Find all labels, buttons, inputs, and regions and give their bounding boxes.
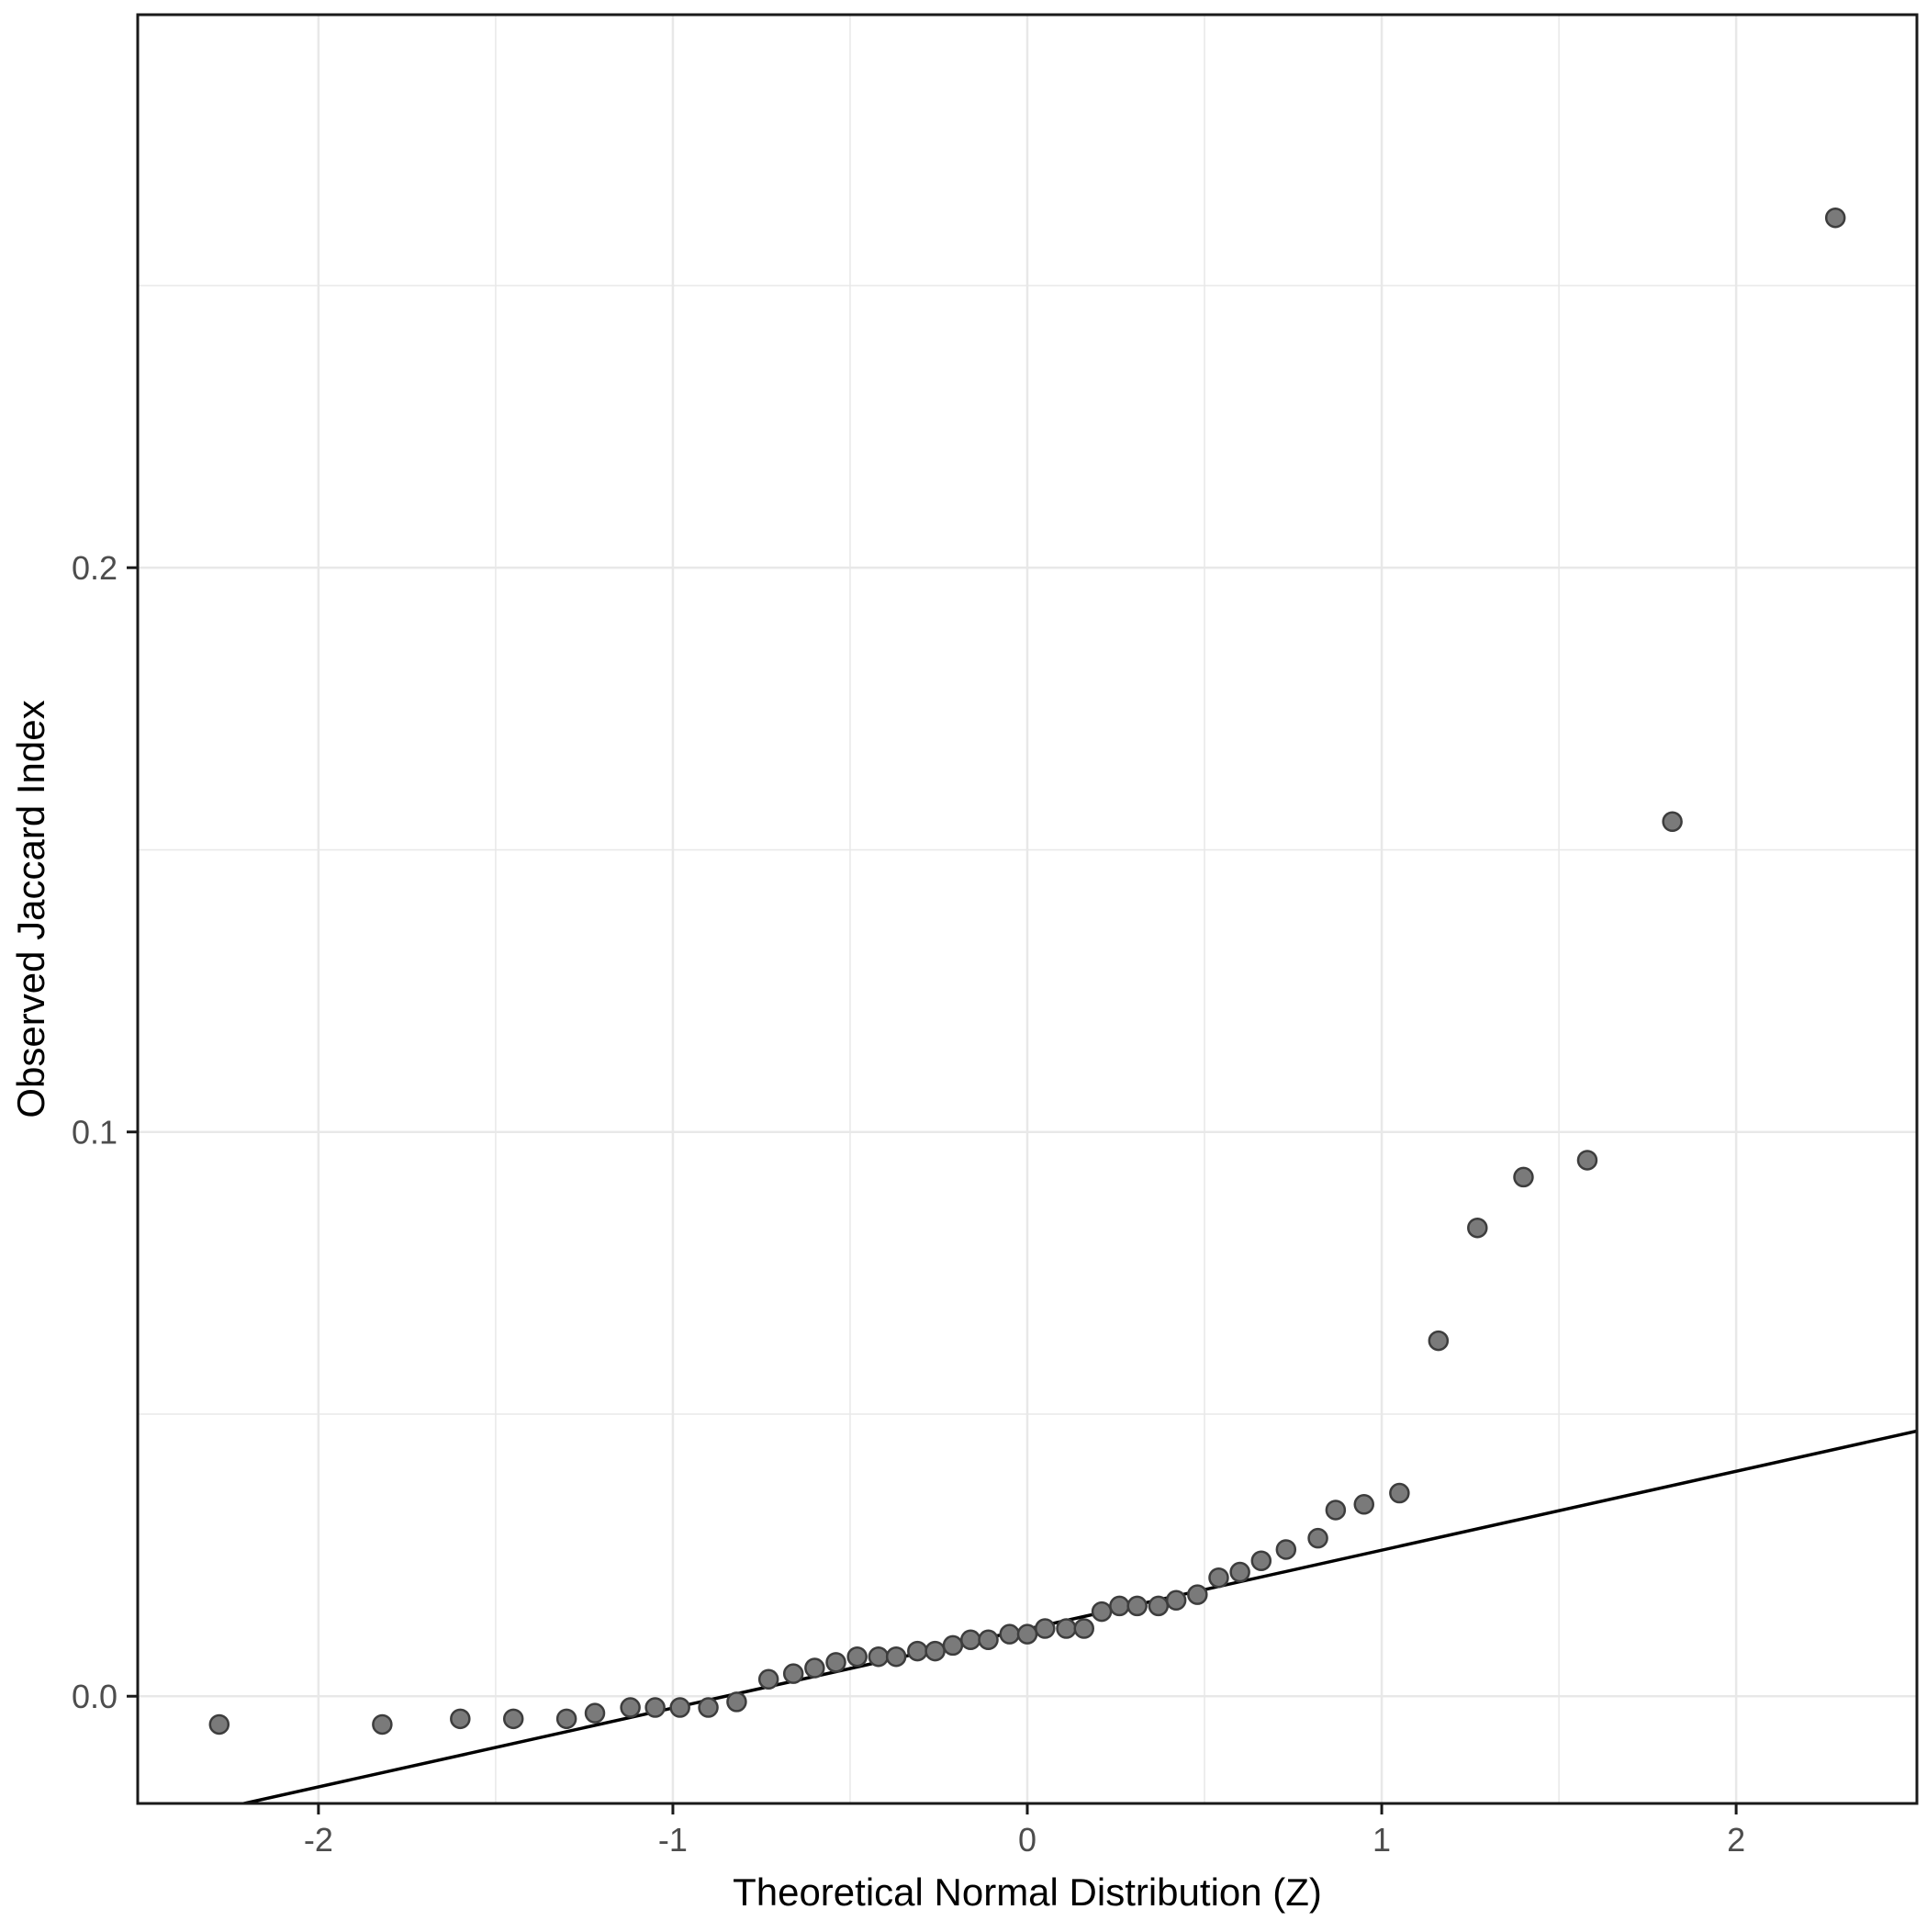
data-point [208,1713,230,1735]
data-point [757,1668,779,1690]
scatter-points [208,207,1846,1735]
data-point [1428,1330,1450,1352]
data-point [804,1657,825,1679]
data-point [1229,1561,1250,1583]
data-point [1389,1482,1410,1504]
data-point [1275,1539,1297,1560]
y-tick-label: 0.0 [72,1678,118,1715]
data-point [555,1708,577,1730]
data-point [669,1697,690,1718]
data-point [644,1697,666,1718]
data-point [1307,1527,1328,1549]
data-point [620,1697,641,1718]
data-point [372,1713,393,1735]
data-point [1467,1217,1488,1239]
data-point [502,1708,524,1730]
data-point [1250,1550,1272,1572]
data-point [1056,1618,1077,1639]
data-point [584,1702,606,1724]
data-point [1148,1595,1170,1617]
y-tick-label: 0.1 [72,1114,118,1151]
data-point [978,1629,999,1651]
x-tick-label: 1 [1372,1821,1391,1859]
x-tick-label: -1 [658,1821,688,1859]
data-point [942,1634,964,1657]
data-point [1035,1618,1056,1639]
x-tick-label: 0 [1018,1821,1036,1859]
data-point [782,1663,804,1684]
data-point [1165,1589,1187,1612]
data-point [868,1646,890,1668]
x-axis-title: Theoretical Normal Distribution (Z) [733,1870,1322,1914]
data-point [1109,1595,1130,1617]
major-gridlines [138,15,1917,1803]
data-point [924,1640,946,1662]
data-point [1126,1595,1148,1617]
data-point [1325,1500,1347,1521]
y-axis-title: Observed Jaccard Index [9,700,52,1118]
data-point [1208,1567,1229,1589]
axis-tick-marks [127,566,1738,1814]
data-point [1353,1494,1375,1515]
data-point [1187,1584,1208,1605]
data-point [698,1697,719,1718]
data-point [1576,1150,1598,1171]
x-axis-tick-labels: -2 -1 0 1 2 [304,1821,1745,1859]
data-point [846,1646,868,1668]
data-point [885,1646,907,1668]
data-point [726,1691,747,1713]
data-point [1662,811,1683,833]
data-point [1091,1601,1113,1623]
data-point [825,1652,846,1673]
data-point [1824,207,1846,229]
x-tick-label: 2 [1727,1821,1745,1859]
data-point [450,1708,471,1730]
data-point [1513,1166,1534,1188]
y-tick-label: 0.2 [72,549,118,587]
data-point [999,1623,1020,1645]
x-tick-label: -2 [304,1821,333,1859]
data-point [1016,1623,1038,1645]
y-axis-tick-labels: 0.0 0.1 0.2 [72,549,118,1715]
data-point [907,1640,928,1662]
data-point [1073,1618,1095,1639]
data-point [959,1629,981,1651]
